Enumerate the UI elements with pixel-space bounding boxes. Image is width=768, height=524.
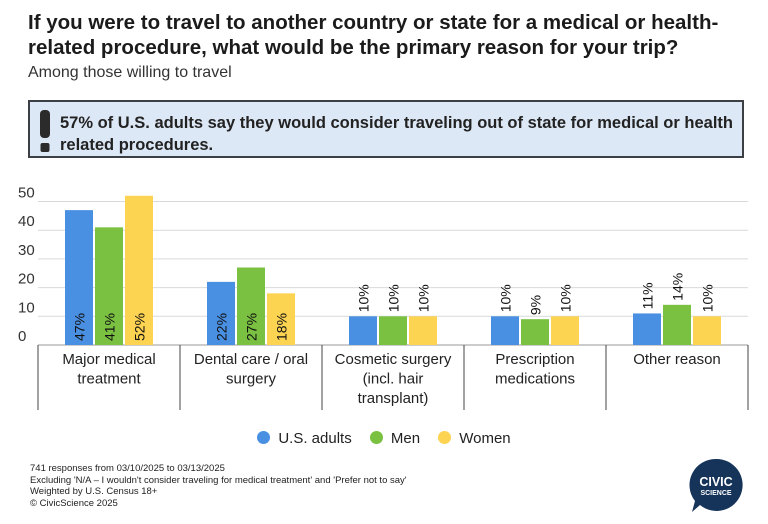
y-tick-label-0: 0 — [18, 328, 26, 345]
data-label-women-1: 18% — [274, 313, 290, 341]
y-tick-label-50: 50 — [18, 185, 35, 202]
legend-item-men: Men — [369, 430, 421, 447]
bar-women-1 — [267, 293, 295, 345]
data-label-women-3: 10% — [558, 284, 574, 312]
chart-subtitle: Among those willing to travel — [28, 64, 232, 81]
bar-women-0 — [125, 195, 153, 345]
x-tick-label-2-line-1: (incl. hair — [363, 371, 424, 388]
bar-women-3 — [551, 316, 579, 345]
data-label-men-0: 41% — [102, 313, 118, 341]
data-label-u-s-adults-1: 22% — [214, 313, 230, 341]
x-tick-label-0-line-1: treatment — [77, 371, 141, 388]
data-label-men-3: 9% — [528, 295, 544, 315]
data-label-men-1: 27% — [244, 313, 260, 341]
legend-label-us-adults: U.S. adults — [278, 430, 352, 447]
x-tick-label-3-line-0: Prescription — [495, 351, 574, 368]
bar-men-0 — [95, 227, 123, 345]
legend-swatch-women — [438, 431, 452, 444]
bar-women-2 — [409, 316, 437, 345]
x-tick-label-0-line-0: Major medical — [62, 351, 155, 368]
bar-women-4 — [693, 316, 721, 345]
legend-item-women: Women — [438, 430, 511, 447]
x-tick-label-1-line-1: surgery — [226, 371, 277, 388]
legend-label-women: Women — [459, 430, 511, 447]
data-label-u-s-adults-2: 10% — [356, 284, 372, 312]
bar-men-3 — [521, 319, 549, 345]
callout-box: 57% of U.S. adults say they would consid… — [28, 100, 744, 158]
exclamation-icon — [40, 110, 50, 152]
bar-men-4 — [663, 304, 691, 345]
footnote-weighting: Weighted by U.S. Census 18+ — [30, 486, 158, 497]
bar-men-2 — [379, 316, 407, 345]
footnote-copyright: © CivicScience 2025 — [30, 497, 118, 509]
logo-bubble — [689, 458, 743, 512]
data-label-men-4: 14% — [670, 273, 686, 301]
legend-swatch-us-adults — [257, 431, 271, 444]
data-label-u-s-adults-4: 11% — [640, 282, 656, 309]
data-label-women-4: 10% — [700, 284, 716, 312]
data-label-women-0: 52% — [132, 313, 148, 341]
legend-swatch-men — [369, 431, 383, 444]
x-tick-label-4-line-0: Other reason — [633, 351, 721, 368]
footnotes: 741 responses from 03/10/2025 to 03/13/2… — [30, 463, 407, 509]
footnote-responses: 741 responses from 03/10/2025 to 03/13/2… — [30, 463, 225, 474]
data-label-men-2: 10% — [386, 284, 402, 312]
bar-u-s-adults-0 — [65, 210, 93, 345]
bar-u-s-adults-4 — [633, 313, 661, 345]
y-tick-label-40: 40 — [18, 213, 35, 230]
callout-text: 57% of U.S. adults say they would consid… — [60, 114, 733, 154]
x-tick-label-2-line-0: Cosmetic surgery — [335, 351, 452, 368]
logo-text-civic: CIVIC — [699, 475, 732, 489]
x-tick-label-1-line-0: Dental care / oral — [194, 351, 308, 368]
legend: U.S. adults Men Women — [0, 430, 768, 447]
data-label-women-2: 10% — [416, 284, 432, 312]
legend-label-men: Men — [390, 430, 421, 447]
x-tick-label-3-line-1: medications — [495, 371, 575, 388]
data-label-u-s-adults-3: 10% — [498, 284, 514, 312]
chart-title: If you were to travel to another country… — [28, 11, 719, 59]
logo-text-science: SCIENCE — [700, 490, 731, 497]
bar-men-1 — [237, 267, 265, 345]
data-label-u-s-adults-0: 47% — [72, 313, 88, 341]
y-tick-label-10: 10 — [18, 299, 35, 316]
bar-chart: 0 10 20 30 40 50 47% 41% 52% Major medical treatme… — [18, 185, 749, 410]
x-tick-label-2-line-2: transplant) — [358, 390, 429, 407]
bar-u-s-adults-2 — [349, 316, 377, 345]
bar-u-s-adults-1 — [207, 281, 235, 345]
footnote-exclusions: Excluding 'N/A – I wouldn't consider tra… — [30, 474, 407, 486]
y-tick-label-30: 30 — [18, 242, 35, 259]
y-tick-label-20: 20 — [18, 271, 35, 288]
legend-item-us-adults: U.S. adults — [257, 430, 352, 447]
civicscience-logo: CIVIC SCIENCE — [689, 458, 743, 512]
bar-u-s-adults-3 — [491, 316, 519, 345]
